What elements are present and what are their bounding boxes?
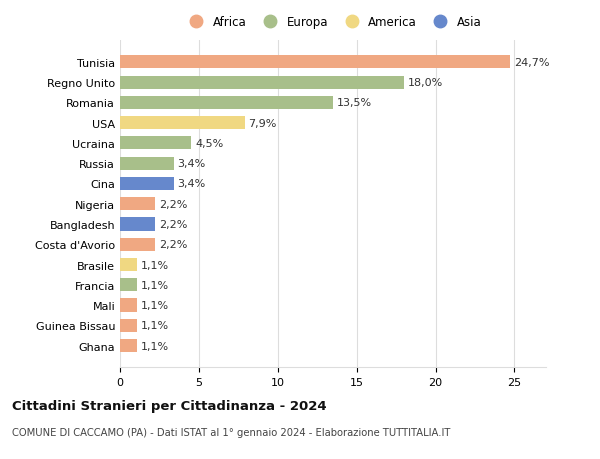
Text: COMUNE DI CACCAMO (PA) - Dati ISTAT al 1° gennaio 2024 - Elaborazione TUTTITALIA: COMUNE DI CACCAMO (PA) - Dati ISTAT al 1… bbox=[12, 427, 451, 437]
Text: 1,1%: 1,1% bbox=[142, 260, 169, 270]
Text: 13,5%: 13,5% bbox=[337, 98, 372, 108]
Bar bbox=[120, 218, 155, 231]
Text: 2,2%: 2,2% bbox=[158, 240, 187, 250]
Text: 1,1%: 1,1% bbox=[142, 280, 169, 290]
Text: 3,4%: 3,4% bbox=[178, 159, 206, 169]
Bar bbox=[120, 279, 137, 292]
Text: 3,4%: 3,4% bbox=[178, 179, 206, 189]
Bar bbox=[120, 157, 173, 170]
Bar bbox=[120, 319, 137, 332]
Bar bbox=[120, 258, 137, 271]
Bar bbox=[120, 96, 333, 110]
Text: Cittadini Stranieri per Cittadinanza - 2024: Cittadini Stranieri per Cittadinanza - 2… bbox=[12, 399, 326, 412]
Bar bbox=[120, 238, 155, 251]
Text: 24,7%: 24,7% bbox=[514, 58, 549, 67]
Bar bbox=[120, 198, 155, 211]
Bar bbox=[120, 56, 510, 69]
Text: 1,1%: 1,1% bbox=[142, 341, 169, 351]
Text: 2,2%: 2,2% bbox=[158, 199, 187, 209]
Bar bbox=[120, 117, 245, 130]
Bar bbox=[120, 137, 191, 150]
Text: 2,2%: 2,2% bbox=[158, 219, 187, 230]
Text: 4,5%: 4,5% bbox=[195, 139, 223, 149]
Bar bbox=[120, 339, 137, 353]
Text: 18,0%: 18,0% bbox=[408, 78, 443, 88]
Bar bbox=[120, 299, 137, 312]
Text: 7,9%: 7,9% bbox=[248, 118, 277, 129]
Legend: Africa, Europa, America, Asia: Africa, Europa, America, Asia bbox=[179, 11, 487, 34]
Bar bbox=[120, 178, 173, 190]
Bar bbox=[120, 76, 404, 90]
Text: 1,1%: 1,1% bbox=[142, 320, 169, 330]
Text: 1,1%: 1,1% bbox=[142, 300, 169, 310]
